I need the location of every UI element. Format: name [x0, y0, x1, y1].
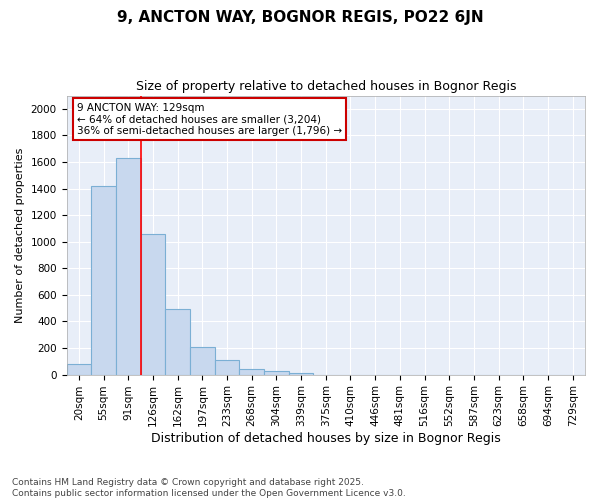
Text: Contains HM Land Registry data © Crown copyright and database right 2025.
Contai: Contains HM Land Registry data © Crown c…: [12, 478, 406, 498]
Bar: [116, 158, 140, 374]
Bar: [264, 372, 289, 374]
Bar: [239, 370, 264, 374]
Bar: [67, 364, 91, 374]
Y-axis label: Number of detached properties: Number of detached properties: [15, 148, 25, 323]
Bar: [190, 348, 215, 374]
Bar: [140, 234, 165, 374]
X-axis label: Distribution of detached houses by size in Bognor Regis: Distribution of detached houses by size …: [151, 432, 500, 445]
Text: 9, ANCTON WAY, BOGNOR REGIS, PO22 6JN: 9, ANCTON WAY, BOGNOR REGIS, PO22 6JN: [116, 10, 484, 25]
Text: 9 ANCTON WAY: 129sqm
← 64% of detached houses are smaller (3,204)
36% of semi-de: 9 ANCTON WAY: 129sqm ← 64% of detached h…: [77, 102, 342, 136]
Bar: [165, 310, 190, 374]
Bar: [91, 186, 116, 374]
Title: Size of property relative to detached houses in Bognor Regis: Size of property relative to detached ho…: [136, 80, 516, 93]
Bar: [215, 360, 239, 374]
